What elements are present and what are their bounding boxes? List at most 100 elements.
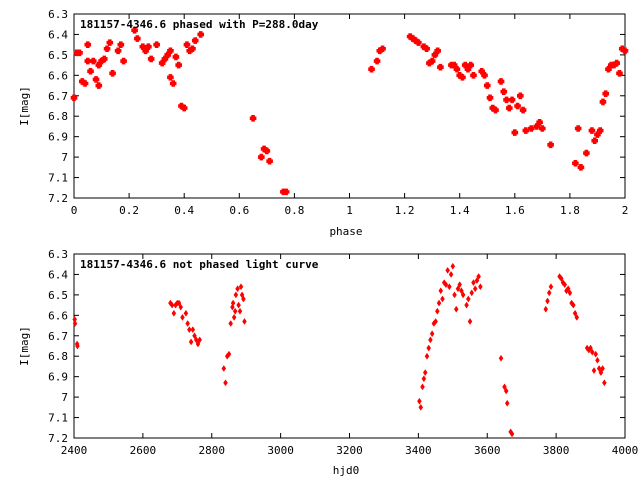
- data-point: [500, 88, 508, 95]
- data-point: [429, 330, 435, 338]
- y-tick-label: 6.4: [48, 28, 68, 41]
- data-point: [176, 299, 182, 307]
- x-tick-label: 2800: [199, 444, 226, 457]
- data-point: [197, 31, 205, 38]
- data-point: [249, 114, 257, 122]
- y-tick-label: 6.5: [48, 289, 68, 302]
- data-point: [423, 45, 430, 53]
- data-point: [572, 309, 578, 317]
- unphased-light-curve-chart: 2400 2600 2800 3000 3200 3400 3600 3800 4000 6.3 6…: [18, 248, 638, 477]
- data-point: [467, 318, 473, 325]
- data-point: [373, 57, 381, 65]
- data-point: [445, 266, 450, 274]
- y-tick-label: 6.9: [48, 371, 68, 384]
- data-point: [504, 399, 510, 407]
- data-point: [70, 94, 78, 102]
- x-tick-label: 1.2: [395, 204, 415, 217]
- x-tick-label: 0.4: [174, 204, 194, 217]
- x-tick-label: 1.8: [560, 204, 580, 217]
- data-point: [183, 41, 191, 48]
- data-point: [588, 127, 596, 134]
- data-point: [153, 41, 160, 48]
- data-point: [417, 397, 422, 405]
- data-point: [565, 285, 571, 293]
- data-point: [195, 340, 201, 348]
- data-point: [602, 379, 607, 387]
- data-point: [242, 318, 247, 325]
- data-point: [167, 47, 174, 55]
- data-point: [453, 305, 459, 313]
- data-point: [457, 281, 463, 289]
- data-point: [103, 45, 111, 53]
- y-tick-label: 7.2: [48, 192, 68, 205]
- data-point: [183, 309, 189, 317]
- data-point: [420, 383, 425, 391]
- data-point: [167, 74, 174, 81]
- data-point: [232, 307, 238, 315]
- data-point: [233, 291, 239, 299]
- data-point: [593, 350, 599, 358]
- data-point: [478, 283, 483, 291]
- data-point: [379, 45, 386, 53]
- y-axis-label: I[mag]: [18, 326, 31, 366]
- data-point: [589, 348, 595, 356]
- data-point: [258, 153, 265, 161]
- data-point: [263, 147, 271, 155]
- data-point: [171, 309, 177, 317]
- data-point: [497, 78, 505, 85]
- data-point: [498, 354, 504, 362]
- data-point: [109, 69, 116, 77]
- data-point: [459, 74, 466, 81]
- data-point: [459, 287, 464, 295]
- data-point: [476, 273, 481, 280]
- data-point: [591, 137, 598, 145]
- data-point: [502, 383, 507, 391]
- x-tick-label: 0.8: [284, 204, 304, 217]
- data-point: [517, 92, 524, 100]
- data-point: [101, 55, 108, 63]
- tick-layer: 0 0.2 0.4 0.6 0.8 1 1.2 1.4 1.6 1.8 2 6.3 6.4 6.5 6.6 6…: [48, 8, 628, 217]
- data-point: [557, 273, 562, 280]
- chart-title: 181157-4346.6 not phased light curve: [80, 258, 319, 271]
- data-point: [596, 365, 602, 372]
- data-point: [422, 369, 428, 377]
- data-point: [437, 63, 444, 71]
- data-point: [472, 285, 478, 293]
- data-point: [613, 59, 621, 67]
- data-point: [577, 164, 585, 171]
- data-point: [87, 67, 94, 75]
- data-point: [185, 320, 190, 327]
- data-point: [188, 338, 194, 346]
- x-tick-label: 3800: [543, 444, 570, 457]
- data-point: [464, 301, 469, 309]
- data-point: [591, 367, 597, 374]
- data-point: [599, 98, 607, 106]
- data-point: [435, 307, 440, 315]
- x-tick-label: 0: [71, 204, 78, 217]
- data-point: [191, 37, 199, 44]
- y-axis-label: I[mag]: [18, 86, 31, 126]
- data-point: [567, 289, 573, 297]
- data-point: [447, 283, 452, 291]
- data-point: [131, 27, 138, 34]
- data-point: [282, 188, 290, 196]
- data-point: [223, 379, 228, 387]
- data-point: [117, 41, 125, 48]
- data-point: [169, 80, 177, 87]
- data-point: [469, 289, 475, 297]
- data-point: [483, 82, 491, 89]
- data-point: [193, 336, 199, 344]
- data-point: [569, 299, 574, 307]
- data-point: [197, 336, 202, 344]
- x-tick-label: 3200: [336, 444, 363, 457]
- data-point: [89, 57, 97, 65]
- y-tick-label: 6.6: [48, 69, 68, 82]
- data-point: [492, 106, 499, 114]
- y-tick-label: 6.6: [48, 309, 68, 322]
- data-point: [226, 350, 232, 358]
- data-point: [175, 61, 182, 69]
- phased-light-curve-chart: 0 0.2 0.4 0.6 0.8 1 1.2 1.4 1.6 1.8 2 6.3 6.4 6.5 6.6 6…: [18, 8, 628, 238]
- data-point: [519, 106, 527, 114]
- data-point: [467, 61, 475, 69]
